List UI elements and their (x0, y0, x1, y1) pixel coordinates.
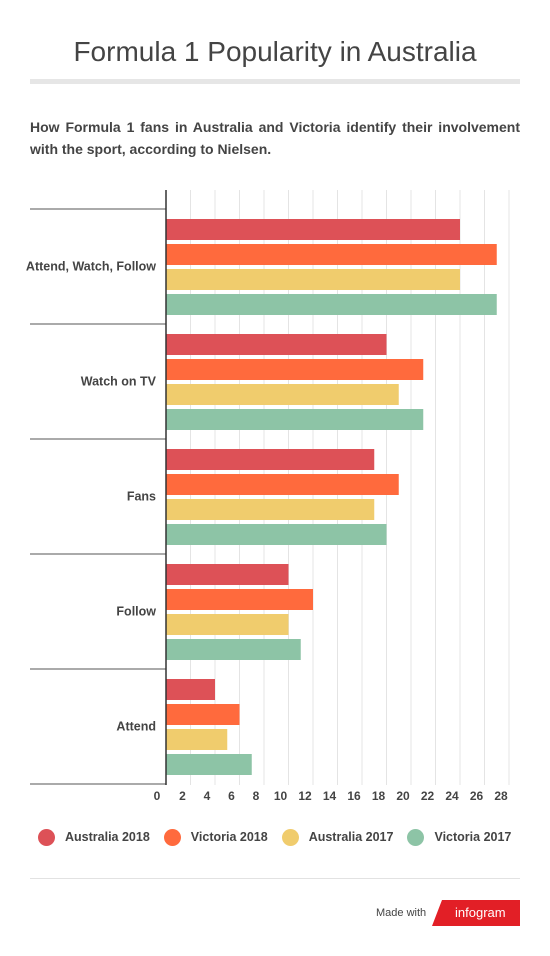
legend-label: Victoria 2017 (434, 830, 512, 844)
x-tick-label: 2 (179, 789, 186, 803)
bar (166, 219, 460, 240)
bar (166, 679, 215, 700)
x-tick-label: 4 (204, 789, 211, 803)
x-tick-label: 0 (154, 789, 161, 803)
legend-label: Victoria 2018 (190, 830, 268, 844)
bar (166, 754, 252, 775)
category-label: Fans (127, 490, 156, 504)
category-label: Watch on TV (81, 375, 157, 389)
legend-swatch (38, 828, 55, 846)
bar (166, 244, 497, 265)
title-divider (30, 79, 520, 84)
made-with-text: Made with (376, 907, 427, 919)
category-label: Follow (116, 605, 156, 619)
legend-label: Australia 2018 (65, 830, 150, 844)
x-tick-label: 24 (445, 789, 459, 803)
bar (166, 449, 375, 470)
legend-swatch (163, 828, 181, 846)
chart-subtitle: How Formula 1 fans in Australia and Vict… (30, 119, 520, 157)
x-tick-label: 18 (372, 789, 386, 803)
bar (166, 294, 497, 315)
infogram-logo-text: infogram (455, 905, 506, 920)
footer-divider (30, 878, 520, 879)
bar (166, 564, 289, 585)
legend-item-australia-2017[interactable]: Australia 2017 (281, 828, 394, 846)
bar (166, 474, 399, 495)
bar (166, 639, 301, 660)
x-tick-label: 6 (228, 789, 235, 803)
legend-item-australia-2018[interactable]: Australia 2018 (38, 828, 150, 846)
chart-legend: Australia 2018 Victoria 2018 Australia 2… (38, 828, 525, 846)
legend-swatch (407, 828, 425, 846)
bar (166, 614, 289, 635)
bar (166, 334, 387, 355)
bar (166, 524, 387, 545)
bar (166, 359, 424, 380)
legend-label: Australia 2017 (308, 830, 394, 844)
chart-title: Formula 1 Popularity in Australia (73, 36, 477, 67)
category-label: Attend, Watch, Follow (26, 260, 156, 274)
legend-item-victoria-2017[interactable]: Victoria 2017 (407, 828, 512, 846)
x-tick-label: 22 (421, 789, 435, 803)
legend-item-victoria-2018[interactable]: Victoria 2018 (163, 828, 268, 846)
x-tick-label: 10 (274, 789, 288, 803)
x-tick-label: 14 (323, 789, 337, 803)
bar (166, 729, 228, 750)
x-tick-label: 12 (298, 789, 312, 803)
bar (166, 409, 424, 430)
x-tick-label: 26 (470, 789, 484, 803)
bar-chart: Attend, Watch, Follow Watch on TV Fans Foll… (26, 190, 510, 803)
bar (166, 499, 375, 520)
x-tick-label: 16 (347, 789, 361, 803)
bar (166, 704, 240, 725)
x-tick-label: 28 (494, 789, 508, 803)
legend-swatch (281, 828, 299, 846)
x-tick-label: 20 (396, 789, 410, 803)
x-tick-label: 8 (253, 789, 260, 803)
infogram-logo[interactable] (432, 900, 520, 926)
bar (166, 384, 399, 405)
bar (166, 589, 313, 610)
category-label: Attend (116, 720, 156, 734)
bar (166, 269, 460, 290)
